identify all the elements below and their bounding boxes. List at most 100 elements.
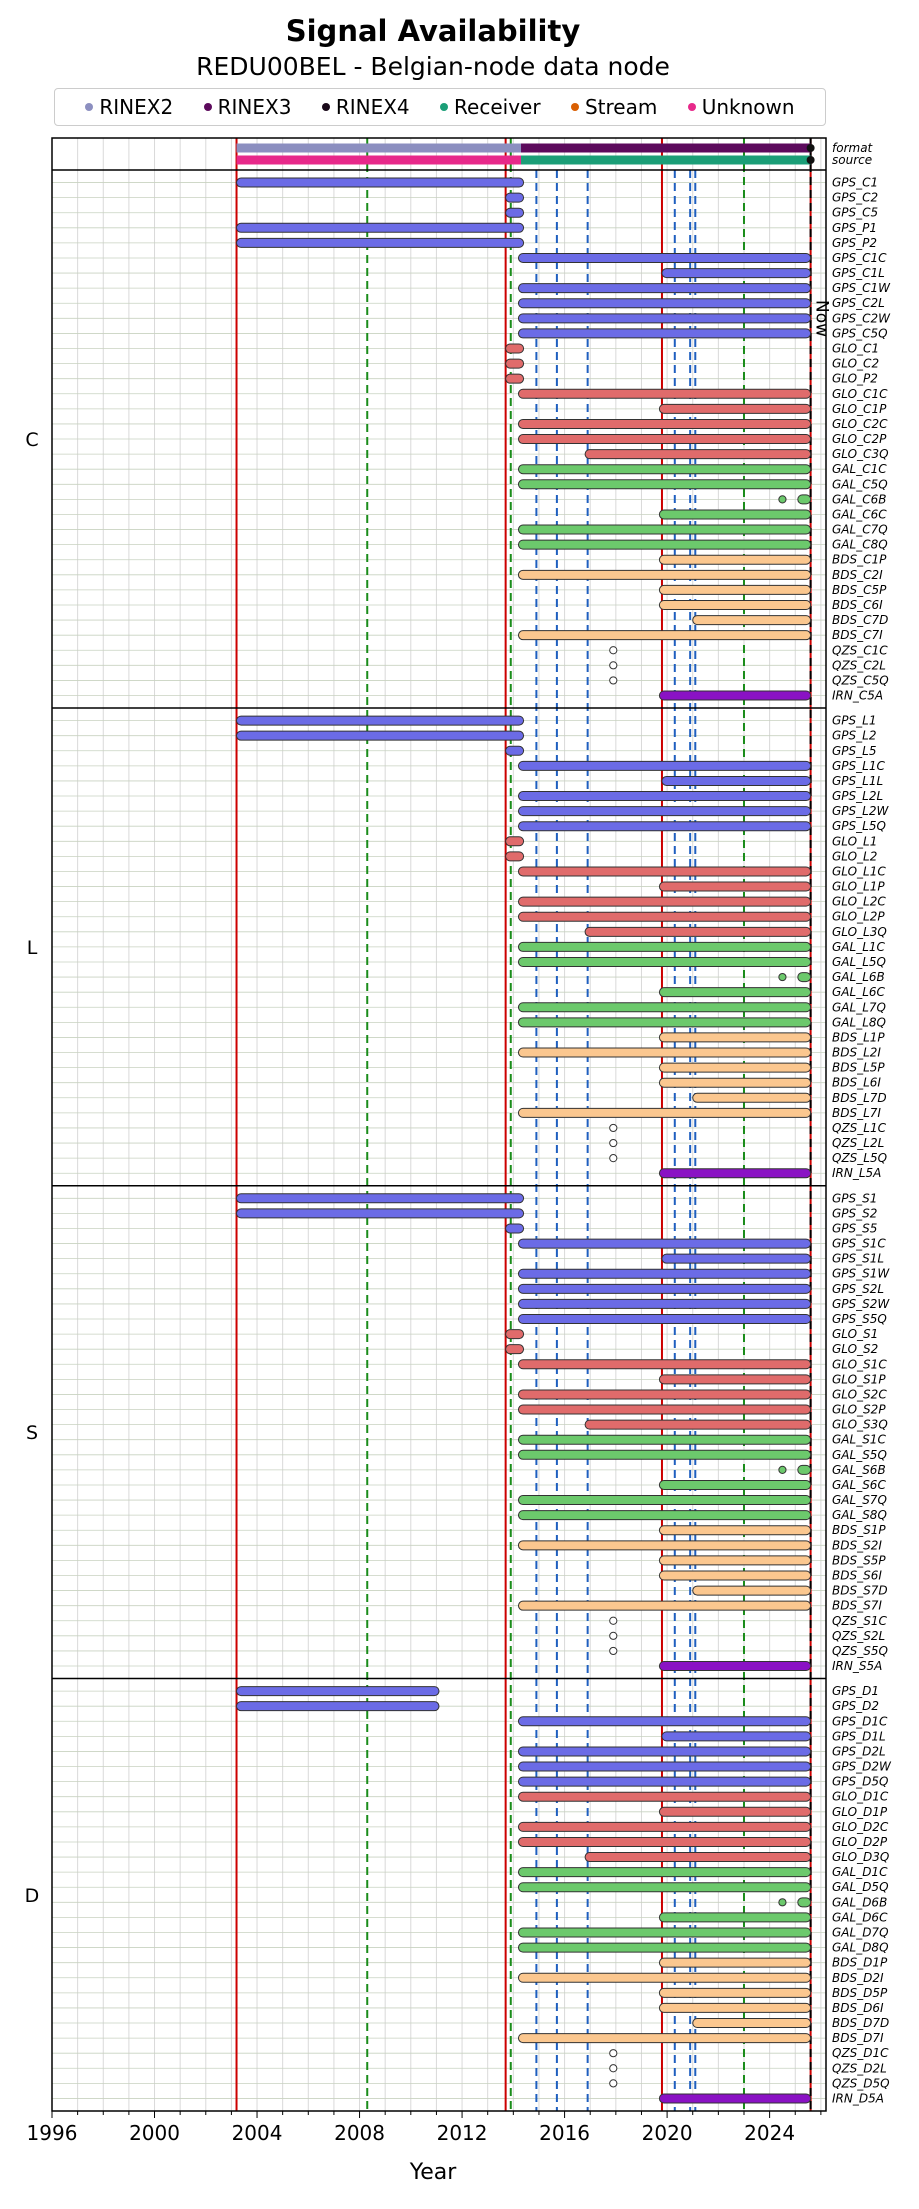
- signal-bar: [517, 1359, 812, 1370]
- signal-bar: [236, 1193, 525, 1204]
- signal-label: GPS_C5: [832, 206, 878, 220]
- signal-bar: [517, 1434, 812, 1445]
- signal-bar: [797, 972, 812, 983]
- chart-title: Signal Availability: [285, 14, 581, 48]
- signal-label: GAL_D7Q: [832, 1925, 889, 1939]
- signal-label: GPS_S2: [832, 1206, 877, 1220]
- signal-bar: [236, 222, 525, 233]
- signal-label: GLO_S1C: [832, 1357, 887, 1371]
- signal-label: QZS_L5Q: [832, 1151, 887, 1165]
- signal-label: GLO_D1P: [832, 1805, 888, 1819]
- signal-bar: [517, 1389, 812, 1400]
- signal-label: GPS_S5: [832, 1221, 877, 1235]
- signal-label: GLO_S1: [832, 1327, 878, 1341]
- signal-bar: [517, 1540, 812, 1551]
- signal-point: [609, 1616, 618, 1625]
- source-end-marker: [806, 156, 815, 164]
- signal-point: [778, 1465, 787, 1474]
- signal-label: GAL_D6B: [832, 1895, 887, 1909]
- signal-label: GPS_L2L: [832, 789, 883, 803]
- signal-bar: [517, 1495, 812, 1506]
- source-bar: [521, 155, 811, 165]
- signal-point: [609, 2064, 618, 2073]
- signal-bar: [517, 956, 812, 967]
- legend-label: Receiver: [454, 95, 541, 119]
- signal-bar: [658, 1957, 812, 1968]
- signal-label: GPS_D2W: [832, 1760, 892, 1774]
- signal-label: GLO_C1P: [832, 402, 887, 416]
- signal-bar: [517, 283, 812, 294]
- signal-bar: [658, 1661, 812, 1672]
- signal-label: GLO_D3Q: [832, 1850, 889, 1864]
- signal-label: BDS_S7D: [832, 1584, 888, 1598]
- signal-bar: [797, 1464, 812, 1475]
- signal-point: [609, 1138, 618, 1148]
- signal-point: [609, 1631, 618, 1640]
- group-label: C: [25, 429, 38, 451]
- signal-label: GAL_C7Q: [832, 523, 888, 537]
- signal-bar: [658, 690, 812, 701]
- signal-label: BDS_C2I: [832, 568, 883, 582]
- signal-label: GPS_L2W: [832, 804, 889, 818]
- format-bar: [521, 143, 811, 153]
- group-label: L: [27, 937, 38, 959]
- signal-label: GAL_D8Q: [832, 1941, 889, 1955]
- signal-bar: [517, 1791, 812, 1802]
- signal-bar: [517, 1867, 812, 1878]
- signal-label: BDS_D2I: [832, 1971, 884, 1985]
- signal-bar: [236, 1208, 525, 1219]
- signal-label: IRN_L5A: [832, 1166, 881, 1180]
- signal-label: IRN_S5A: [832, 1659, 882, 1673]
- signal-label: BDS_S1P: [832, 1523, 886, 1537]
- signal-label: BDS_D1P: [832, 1956, 888, 1970]
- signal-bar: [658, 599, 812, 610]
- signal-bar: [517, 1746, 812, 1757]
- signal-bar: [517, 1821, 812, 1832]
- signal-bar: [517, 1600, 812, 1611]
- signal-label: GAL_L5Q: [832, 955, 886, 969]
- signal-bar: [517, 1002, 812, 1013]
- signal-label: GLO_D2P: [832, 1835, 888, 1849]
- signal-label: GLO_C2: [832, 357, 879, 371]
- signal-label: BDS_C7I: [832, 628, 883, 642]
- legend-marker: [321, 103, 330, 111]
- signal-bar: [661, 268, 812, 279]
- signal-bar: [658, 881, 812, 892]
- signal-label: GAL_C6B: [832, 492, 886, 506]
- legend-label: RINEX2: [99, 95, 174, 119]
- signal-bar: [658, 1077, 812, 1088]
- signal-label: BDS_L5P: [832, 1061, 885, 1075]
- signal-label: QZS_C2L: [832, 658, 886, 672]
- signal-bar: [658, 1555, 812, 1566]
- signal-bar: [517, 328, 812, 339]
- signal-bar: [505, 1223, 525, 1234]
- signal-label: GPS_S2W: [832, 1297, 890, 1311]
- signal-bar: [658, 1032, 812, 1043]
- legend-label: RINEX3: [217, 95, 292, 119]
- signal-bar: [517, 1761, 812, 1772]
- signal-label: QZS_S2L: [832, 1629, 885, 1643]
- signal-label: BDS_C5P: [832, 583, 887, 597]
- signal-label: GLO_C1C: [832, 387, 888, 401]
- legend-label: Unknown: [701, 95, 795, 119]
- signal-bar: [505, 373, 525, 384]
- signal-label: GLO_C1: [832, 342, 879, 356]
- signal-bar: [505, 1344, 525, 1355]
- signal-label: BDS_D6I: [832, 2001, 884, 2015]
- signal-label: GLO_S2P: [832, 1403, 886, 1417]
- signal-label: GPS_P2: [832, 236, 877, 250]
- signal-bar: [658, 509, 812, 520]
- legend-item: Receiver: [440, 95, 541, 119]
- signal-bar: [517, 1238, 812, 1249]
- signal-point: [609, 646, 618, 655]
- signal-label: GLO_C3Q: [832, 447, 889, 461]
- signal-label: GPS_S1C: [832, 1237, 886, 1251]
- signal-bar: [517, 896, 812, 907]
- legend-item: Stream: [570, 95, 658, 119]
- legend-label: Stream: [584, 95, 658, 119]
- signal-bar: [517, 806, 812, 817]
- signal-label: GPS_D2L: [832, 1744, 886, 1758]
- signal-bar: [505, 851, 525, 862]
- signal-bar: [236, 730, 525, 741]
